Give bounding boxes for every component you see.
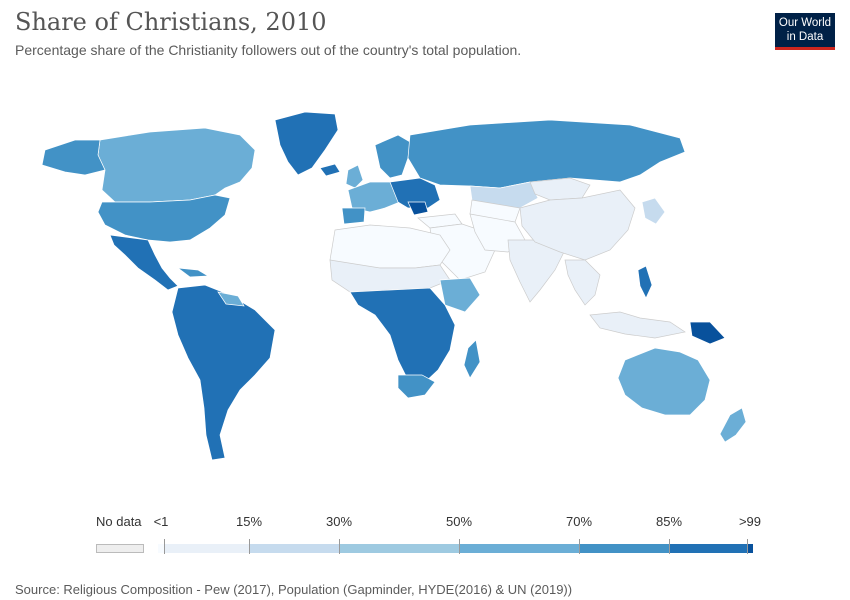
legend-tick-label: 70%: [565, 514, 593, 529]
country-papua-new-guinea[interactable]: [689, 321, 726, 345]
legend-tick: [459, 539, 460, 554]
country-sahel-west-africa[interactable]: [329, 259, 451, 293]
logo-text-line1: Our World: [778, 17, 832, 29]
legend-bin-lowest[interactable]: [158, 544, 164, 553]
legend-tick-label: <1: [153, 514, 169, 529]
chart-subtitle: Percentage share of the Christianity fol…: [15, 42, 522, 58]
legend-bin-85-99[interactable]: [669, 544, 747, 553]
country-alaska-usa[interactable]: [41, 139, 106, 176]
legend-bin-15-30[interactable]: [249, 544, 339, 553]
legend-bin-70-85[interactable]: [579, 544, 669, 553]
legend-tick: [249, 539, 250, 554]
country-canada[interactable]: [97, 127, 256, 203]
source-note: Source: Religious Composition - Pew (201…: [15, 582, 573, 597]
country-usa[interactable]: [97, 194, 231, 243]
no-data-swatch[interactable]: [96, 544, 144, 553]
world-map[interactable]: [30, 90, 790, 470]
country-mexico-central-america[interactable]: [109, 234, 179, 291]
legend-tick-label: 30%: [325, 514, 353, 529]
legend-tick: [164, 539, 165, 554]
owid-logo[interactable]: Our World in Data: [775, 13, 835, 50]
country-south-africa[interactable]: [397, 374, 436, 399]
legend-tick: [747, 539, 748, 554]
country-korea-japan[interactable]: [641, 197, 666, 225]
country-iceland[interactable]: [319, 163, 341, 177]
legend-bin-30-50[interactable]: [339, 544, 459, 553]
caribbean-islands[interactable]: [176, 267, 210, 278]
country-guyana-suriname[interactable]: [217, 291, 245, 307]
country-scandinavia[interactable]: [374, 134, 411, 179]
legend-tick-label: 15%: [235, 514, 263, 529]
country-new-zealand[interactable]: [719, 407, 747, 443]
legend-bin-50-70[interactable]: [459, 544, 579, 553]
country-indonesia[interactable]: [589, 311, 686, 339]
logo-text-line2: in Data: [786, 31, 824, 43]
legend-tick-label: 85%: [655, 514, 683, 529]
country-australia[interactable]: [617, 347, 711, 416]
color-legend: No data <1 15% 30% 50% 70% 85% >99: [0, 505, 850, 565]
legend-bin-1-15[interactable]: [164, 544, 249, 553]
country-china[interactable]: [519, 189, 636, 261]
chart-title: Share of Christians, 2010: [15, 8, 327, 36]
country-russia[interactable]: [407, 119, 686, 189]
country-mongolia[interactable]: [529, 177, 591, 201]
country-uk-ireland[interactable]: [345, 164, 364, 189]
country-south-america[interactable]: [171, 284, 276, 461]
no-data-label: No data: [96, 514, 142, 529]
country-greenland[interactable]: [274, 111, 339, 176]
legend-tick: [669, 539, 670, 554]
country-philippines[interactable]: [637, 265, 653, 299]
country-southeast-asia[interactable]: [564, 259, 601, 306]
legend-tick: [579, 539, 580, 554]
country-central-southern-africa[interactable]: [349, 287, 456, 386]
country-romania-balkans[interactable]: [407, 201, 429, 216]
country-iberia[interactable]: [341, 207, 366, 225]
legend-tick-label: 50%: [445, 514, 473, 529]
country-ethiopia-horn[interactable]: [439, 277, 481, 313]
legend-tick: [339, 539, 340, 554]
legend-tick-label: >99: [738, 514, 762, 529]
country-madagascar[interactable]: [463, 339, 481, 379]
legend-bin-top[interactable]: [747, 544, 753, 553]
